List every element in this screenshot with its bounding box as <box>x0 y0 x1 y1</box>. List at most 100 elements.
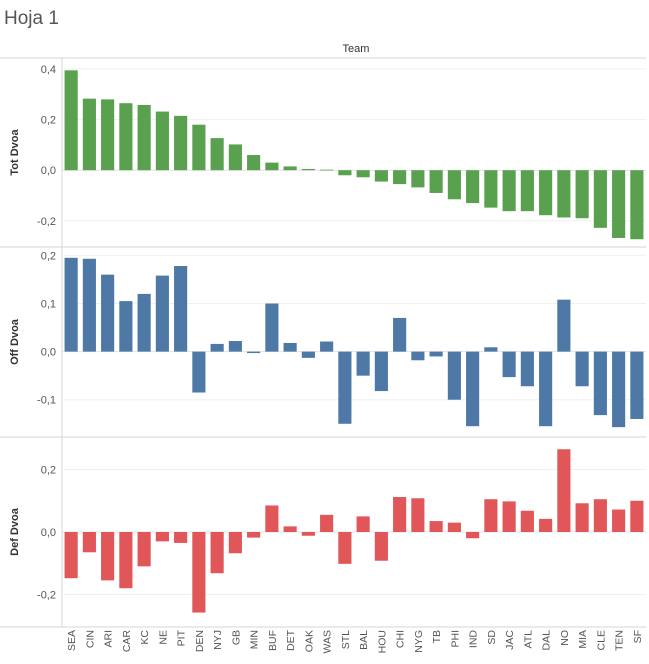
bar-dal[interactable] <box>539 518 553 532</box>
bar-den[interactable] <box>192 532 206 613</box>
bar-mia[interactable] <box>575 503 589 532</box>
bar-oak[interactable] <box>301 351 315 358</box>
bar-sea[interactable] <box>64 257 78 352</box>
bar-atl[interactable] <box>520 351 534 387</box>
bar-atl[interactable] <box>520 170 534 212</box>
bar-sea[interactable] <box>64 532 78 579</box>
bar-ne[interactable] <box>155 111 169 171</box>
bar-min[interactable] <box>247 351 261 354</box>
bar-buf[interactable] <box>265 303 279 352</box>
bar-tb[interactable] <box>429 521 443 532</box>
bar-ne[interactable] <box>155 275 169 352</box>
bar-stl[interactable] <box>338 170 352 176</box>
bar-chi[interactable] <box>393 170 407 185</box>
bar-phi[interactable] <box>447 170 461 200</box>
bar-was[interactable] <box>320 341 334 352</box>
bar-no[interactable] <box>557 299 571 352</box>
bar-stl[interactable] <box>338 351 352 424</box>
bar-atl[interactable] <box>520 510 534 532</box>
bar-bal[interactable] <box>356 516 370 532</box>
bar-gb[interactable] <box>228 532 242 554</box>
bar-hou[interactable] <box>374 532 388 561</box>
bar-pit[interactable] <box>174 115 188 171</box>
bar-car[interactable] <box>119 301 133 352</box>
bar-sd[interactable] <box>484 499 498 532</box>
bar-ne[interactable] <box>155 532 169 542</box>
bar-min[interactable] <box>247 532 261 538</box>
y-tick-label: -0,1 <box>37 395 56 407</box>
bar-buf[interactable] <box>265 505 279 532</box>
bar-car[interactable] <box>119 103 133 171</box>
bar-mia[interactable] <box>575 170 589 219</box>
bar-ari[interactable] <box>101 532 115 581</box>
bar-sf[interactable] <box>630 500 644 532</box>
bar-ari[interactable] <box>101 274 115 352</box>
x-tick-label: WAS <box>322 630 334 654</box>
bar-pit[interactable] <box>174 265 188 352</box>
bar-nyg[interactable] <box>411 351 425 361</box>
bar-bal[interactable] <box>356 170 370 178</box>
bar-nyj[interactable] <box>210 343 224 352</box>
bar-ten[interactable] <box>612 170 626 238</box>
bar-det[interactable] <box>283 526 297 532</box>
bar-gb[interactable] <box>228 341 242 352</box>
bar-bal[interactable] <box>356 351 370 376</box>
bar-den[interactable] <box>192 124 206 171</box>
x-tick-label: DEN <box>194 630 206 652</box>
bar-cin[interactable] <box>82 258 96 352</box>
bar-nyg[interactable] <box>411 170 425 188</box>
bar-sd[interactable] <box>484 347 498 352</box>
bar-det[interactable] <box>283 342 297 352</box>
bar-jac[interactable] <box>502 351 516 378</box>
bar-cle[interactable] <box>593 170 607 228</box>
bar-gb[interactable] <box>228 144 242 171</box>
bar-phi[interactable] <box>447 522 461 532</box>
bar-car[interactable] <box>119 532 133 589</box>
bar-nyj[interactable] <box>210 138 224 171</box>
bar-cin[interactable] <box>82 98 96 171</box>
bar-sd[interactable] <box>484 170 498 208</box>
bar-cin[interactable] <box>82 532 96 553</box>
x-tick-label: DET <box>285 629 297 651</box>
bar-kc[interactable] <box>137 104 151 171</box>
bar-ind[interactable] <box>466 351 480 427</box>
bar-sf[interactable] <box>630 351 644 419</box>
bar-phi[interactable] <box>447 351 461 400</box>
bar-jac[interactable] <box>502 170 516 212</box>
bar-buf[interactable] <box>265 162 279 171</box>
bar-ten[interactable] <box>612 351 626 428</box>
bar-mia[interactable] <box>575 351 589 387</box>
bar-nyj[interactable] <box>210 532 224 574</box>
bar-no[interactable] <box>557 449 571 532</box>
bar-oak[interactable] <box>301 532 315 536</box>
bar-was[interactable] <box>320 514 334 532</box>
bar-sf[interactable] <box>630 170 644 240</box>
bar-hou[interactable] <box>374 351 388 392</box>
bar-cle[interactable] <box>593 499 607 532</box>
bar-den[interactable] <box>192 351 206 393</box>
bar-jac[interactable] <box>502 501 516 532</box>
bar-chi[interactable] <box>393 317 407 352</box>
bar-pit[interactable] <box>174 532 188 543</box>
bar-oak[interactable] <box>301 168 315 171</box>
bar-cle[interactable] <box>593 351 607 416</box>
bar-kc[interactable] <box>137 532 151 567</box>
bar-ten[interactable] <box>612 509 626 532</box>
bar-was[interactable] <box>320 169 334 171</box>
bar-stl[interactable] <box>338 532 352 564</box>
bar-kc[interactable] <box>137 293 151 352</box>
bar-ind[interactable] <box>466 532 480 539</box>
bar-ind[interactable] <box>466 170 480 204</box>
bar-hou[interactable] <box>374 170 388 182</box>
bar-no[interactable] <box>557 170 571 218</box>
bar-sea[interactable] <box>64 70 78 171</box>
bar-dal[interactable] <box>539 170 553 216</box>
bar-min[interactable] <box>247 155 261 171</box>
bar-nyg[interactable] <box>411 498 425 532</box>
bar-tb[interactable] <box>429 351 443 357</box>
bar-chi[interactable] <box>393 497 407 532</box>
bar-dal[interactable] <box>539 351 553 427</box>
bar-ari[interactable] <box>101 99 115 171</box>
bar-tb[interactable] <box>429 170 443 193</box>
bar-det[interactable] <box>283 166 297 171</box>
